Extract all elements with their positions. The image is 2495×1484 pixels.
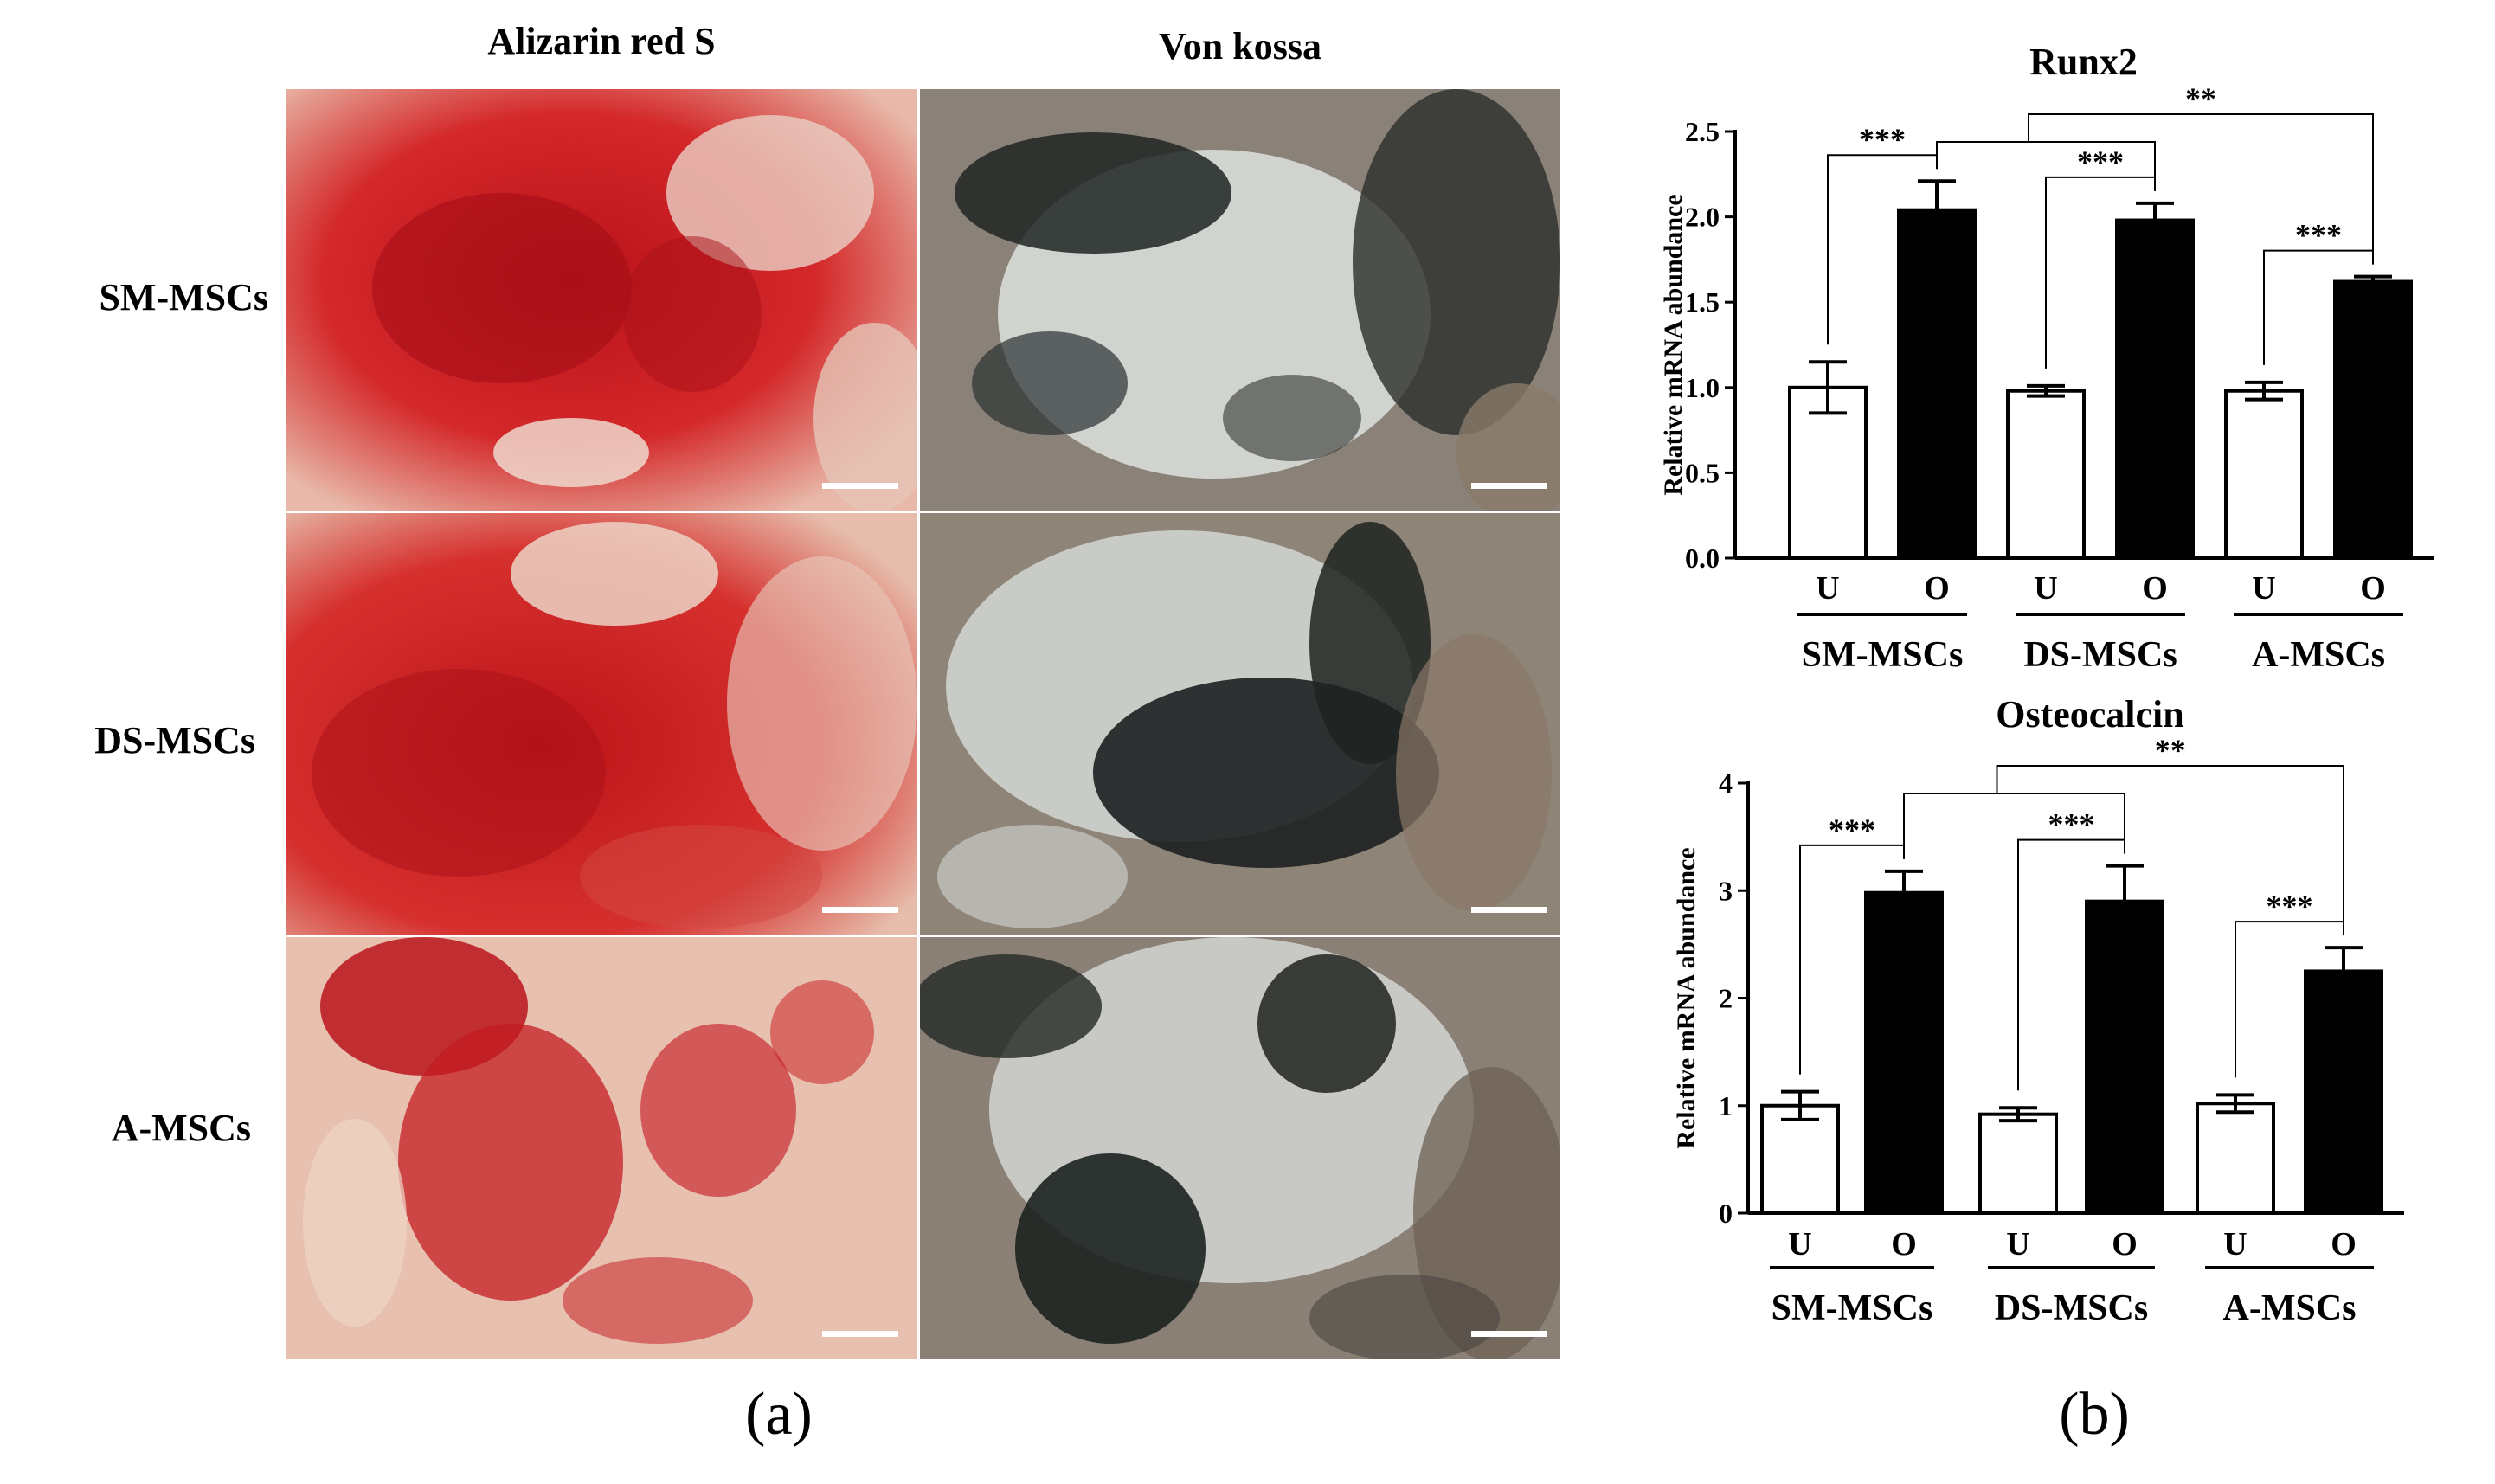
bar-u <box>2196 1102 2275 1216</box>
micrograph-alizarin-sm-mscs <box>286 89 917 511</box>
x-tick-label: O <box>1924 570 1950 607</box>
y-tick-label: 2.5 <box>1685 116 1720 147</box>
significance-label: *** <box>1859 122 1906 157</box>
bar-u <box>2006 389 2086 560</box>
significance-label: *** <box>1829 813 1875 847</box>
y-tick-label: 0 <box>1719 1198 1733 1229</box>
x-tick-label: U <box>1816 570 1839 607</box>
x-tick-label: O <box>2331 1226 2357 1262</box>
x-tick-label: U <box>2252 570 2275 607</box>
group-label: DS-MSCs <box>1995 1288 2148 1328</box>
row-label-sm-mscs: SM-MSCs <box>99 276 268 318</box>
group-label: DS-MSCs <box>2023 635 2177 675</box>
y-axis-label: Relative mRNA abundance <box>1672 847 1701 1148</box>
scale-bar <box>822 1331 898 1337</box>
x-tick-label: U <box>2034 570 2057 607</box>
group-label: A-MSCs <box>2252 635 2385 675</box>
bar-o <box>2115 218 2195 560</box>
y-tick-label: 0.0 <box>1685 543 1720 574</box>
x-tick-label: O <box>2142 570 2168 607</box>
x-tick-label: O <box>1891 1226 1917 1262</box>
column-title-von-kossa: Von kossa <box>1159 25 1321 67</box>
significance-label: *** <box>2048 807 2095 842</box>
micrograph-alizarin-a-mscs <box>286 937 917 1359</box>
micrograph-alizarin-ds-mscs <box>286 513 917 935</box>
bar-u <box>1788 385 1868 560</box>
y-tick-label: 0.5 <box>1685 457 1720 488</box>
significance-bracket <box>1996 765 2344 936</box>
bar-o <box>2304 969 2383 1215</box>
group-label: A-MSCs <box>2223 1288 2357 1328</box>
scale-bar <box>822 483 898 489</box>
scale-bar <box>1471 483 1547 489</box>
micrograph-vonkossa-a-mscs <box>920 937 1560 1359</box>
scale-bar <box>1471 1331 1547 1337</box>
y-tick-label: 4 <box>1719 768 1733 799</box>
y-axis-label: Relative mRNA abundance <box>1659 194 1688 495</box>
micrograph-vonkossa-ds-mscs <box>920 513 1560 935</box>
significance-label: *** <box>2295 218 2342 253</box>
bar-o <box>2085 899 2164 1216</box>
group-label: SM-MSCs <box>1802 635 1964 675</box>
significance-label: ** <box>2155 733 2186 768</box>
bar-u <box>1978 1112 2058 1215</box>
y-tick-label: 1 <box>1719 1090 1733 1121</box>
x-tick-label: U <box>1788 1226 1811 1262</box>
significance-bracket <box>2028 113 2374 265</box>
bar-o <box>1864 890 1944 1215</box>
x-tick-label: O <box>2360 570 2386 607</box>
y-tick-label: 2.0 <box>1685 202 1720 233</box>
column-title-alizarin: Alizarin red S <box>487 20 716 62</box>
row-label-a-mscs: A-MSCs <box>111 1107 251 1149</box>
y-tick-label: 2 <box>1719 983 1733 1014</box>
significance-bracket <box>1936 141 2156 191</box>
x-tick-label: U <box>2223 1226 2247 1262</box>
significance-bracket <box>1903 793 2125 859</box>
bar-o <box>1897 208 1977 560</box>
significance-label: ** <box>2185 81 2216 116</box>
y-tick-label: 1.5 <box>1685 286 1720 318</box>
x-tick-label: U <box>2006 1226 2029 1262</box>
bar-u <box>1760 1103 1840 1215</box>
significance-label: *** <box>2077 145 2124 179</box>
micrograph-vonkossa-sm-mscs <box>920 89 1560 511</box>
x-tick-label: O <box>2112 1226 2138 1262</box>
panel-label-b: (b) <box>2059 1381 2130 1448</box>
y-tick-label: 1.0 <box>1685 372 1720 403</box>
bar-u <box>2224 389 2304 560</box>
scale-bar <box>822 907 898 913</box>
y-tick-label: 3 <box>1719 875 1733 906</box>
group-label: SM-MSCs <box>1772 1288 1933 1328</box>
scale-bar <box>1471 907 1547 913</box>
bar-o <box>2333 279 2413 560</box>
chart-title: Osteocalcin <box>1996 693 2184 736</box>
panel-label-a: (a) <box>745 1381 813 1448</box>
significance-label: *** <box>2267 889 2313 923</box>
chart-title: Runx2 <box>2029 41 2138 83</box>
row-label-ds-mscs: DS-MSCs <box>94 719 255 761</box>
